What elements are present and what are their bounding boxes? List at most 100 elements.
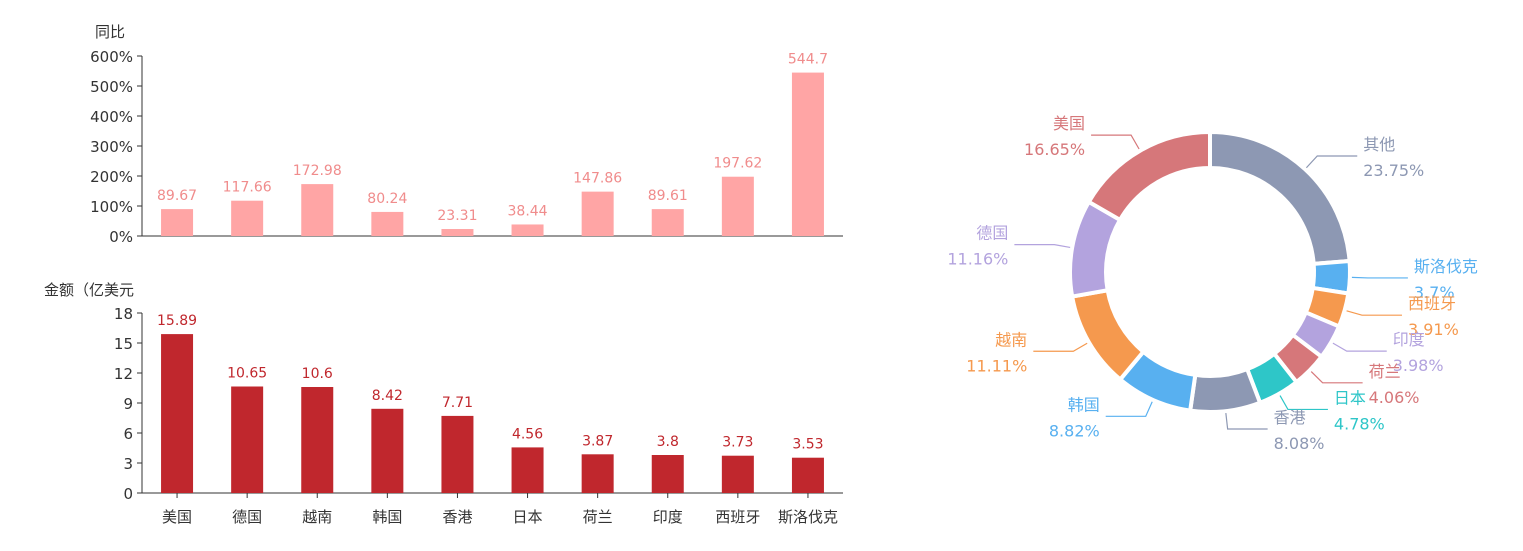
leader-line	[1305, 155, 1358, 169]
y-tick-label: 18	[114, 305, 133, 323]
y-tick-label: 15	[114, 335, 133, 353]
bar-value-label: 3.73	[722, 435, 753, 451]
x-category-label: 西班牙	[715, 508, 760, 526]
bar-value-label: 23.31	[437, 208, 477, 224]
bar-value-label: 80.24	[367, 191, 407, 207]
leader-line	[1310, 371, 1363, 384]
bar-value-label: 38.44	[508, 203, 548, 219]
bar-荷兰	[581, 191, 614, 236]
bar-日本	[511, 447, 544, 493]
x-category-label: 印度	[653, 508, 683, 526]
leader-line	[1225, 413, 1268, 430]
leader-line	[1014, 244, 1071, 249]
donut-slice-其他	[1208, 130, 1352, 266]
bar-香港	[441, 415, 474, 493]
slice-percent-label: 11.16%	[947, 250, 1008, 269]
y-tick-label: 500%	[90, 78, 133, 96]
bar-印度	[651, 455, 684, 493]
slice-percent-label: 11.11%	[966, 356, 1027, 375]
slice-name-label: 其他	[1363, 135, 1395, 154]
bar-西班牙	[721, 176, 754, 236]
bar-value-label: 544.7	[788, 52, 828, 68]
y-tick-label: 9	[123, 395, 133, 413]
x-category-label: 美国	[162, 508, 192, 526]
slice-percent-label: 3.98%	[1393, 356, 1444, 375]
bar-value-label: 7.71	[442, 395, 473, 411]
slice-name-label: 荷兰	[1369, 362, 1401, 381]
bar-value-label: 8.42	[372, 388, 403, 404]
bar-荷兰	[581, 454, 614, 493]
bar-value-label: 3.53	[792, 437, 823, 453]
bar-value-label: 3.87	[582, 433, 613, 449]
x-category-label: 德国	[232, 508, 262, 526]
leader-line	[1332, 342, 1387, 352]
leader-line	[1351, 276, 1408, 279]
donut-slice-美国	[1086, 130, 1212, 222]
y-tick-label: 12	[114, 365, 133, 383]
leader-line	[1033, 342, 1088, 352]
bar-日本	[511, 224, 544, 236]
y-tick-label: 400%	[90, 108, 133, 126]
y-tick-label: 600%	[90, 48, 133, 66]
x-category-label: 香港	[442, 508, 472, 526]
slice-percent-label: 3.91%	[1408, 320, 1459, 339]
bar-value-label: 147.86	[573, 171, 622, 187]
bar-韩国	[371, 408, 404, 493]
bar-value-label: 197.62	[713, 156, 762, 172]
slice-name-label: 西班牙	[1408, 294, 1456, 313]
slice-percent-label: 4.78%	[1334, 414, 1385, 433]
slice-percent-label: 3.7%	[1414, 283, 1455, 302]
slice-name-label: 美国	[1053, 114, 1085, 133]
x-category-label: 荷兰	[583, 508, 613, 526]
y-tick-label: 0%	[109, 228, 133, 246]
bar-value-label: 15.89	[157, 313, 197, 329]
slice-name-label: 越南	[995, 330, 1027, 349]
y-axis-title: 金额（亿美元	[44, 281, 134, 299]
slice-name-label: 香港	[1274, 408, 1306, 427]
bar-斯洛伐克	[791, 72, 824, 236]
slice-name-label: 斯洛伐克	[1414, 257, 1478, 276]
bar-value-label: 89.61	[648, 188, 688, 204]
y-tick-label: 100%	[90, 198, 133, 216]
y-tick-label: 3	[123, 455, 133, 473]
bar-value-label: 172.98	[293, 163, 342, 179]
share-donut-chart: 其他 23.75% 斯洛伐克 3.7%西班牙 3.91%印度 3.98%荷兰 4.06%日本…	[947, 114, 1478, 453]
bar-value-label: 10.65	[227, 366, 267, 382]
slice-name-label: 德国	[976, 224, 1008, 243]
slice-percent-label: 16.65%	[1024, 140, 1085, 159]
y-tick-label: 300%	[90, 138, 133, 156]
bar-德国	[231, 386, 264, 493]
leader-line	[1091, 134, 1140, 150]
amount-bar-chart: 0 3 6 9 12 15 18 金额（亿美元 15.89 美国 10.65 德国 10.6 越南 8.42…	[44, 281, 843, 526]
slice-percent-label: 8.08%	[1274, 434, 1325, 453]
bar-西班牙	[721, 455, 754, 493]
bar-美国	[161, 209, 194, 236]
bar-越南	[301, 184, 334, 236]
bar-value-label: 3.8	[657, 434, 679, 450]
y-axis-title: 同比	[95, 23, 125, 41]
bar-印度	[651, 209, 684, 236]
slice-percent-label: 4.06%	[1369, 388, 1420, 407]
bar-斯洛伐克	[791, 457, 824, 493]
bar-德国	[231, 200, 264, 236]
donut-slice-香港	[1188, 367, 1263, 414]
y-tick-label: 0	[123, 485, 133, 503]
slice-name-label: 印度	[1393, 330, 1425, 349]
bar-value-label: 10.6	[302, 366, 333, 382]
slice-name-label: 韩国	[1068, 395, 1100, 414]
bar-value-label: 4.56	[512, 426, 543, 442]
slice-percent-label: 23.75%	[1363, 161, 1424, 180]
bar-越南	[301, 387, 334, 493]
x-category-label: 韩国	[372, 508, 402, 526]
slice-name-label: 日本	[1334, 388, 1366, 407]
x-category-label: 斯洛伐克	[778, 508, 838, 526]
donut-slice-越南	[1070, 288, 1146, 382]
x-category-label: 越南	[302, 508, 332, 526]
x-category-label: 日本	[513, 508, 543, 526]
slice-percent-label: 8.82%	[1049, 421, 1100, 440]
leader-line	[1279, 395, 1328, 411]
bar-美国	[161, 334, 194, 493]
y-tick-label: 6	[123, 425, 133, 443]
